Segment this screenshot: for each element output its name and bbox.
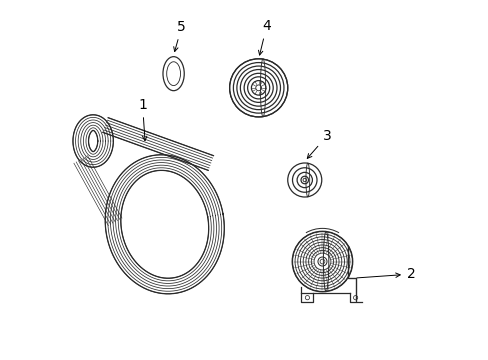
Text: 3: 3 (306, 129, 330, 158)
Text: 5: 5 (173, 20, 185, 51)
Text: 4: 4 (258, 19, 270, 55)
Text: 1: 1 (138, 98, 147, 141)
Circle shape (303, 178, 306, 182)
Circle shape (255, 85, 261, 91)
Circle shape (317, 257, 326, 266)
Text: 2: 2 (356, 267, 415, 281)
Ellipse shape (163, 57, 184, 91)
